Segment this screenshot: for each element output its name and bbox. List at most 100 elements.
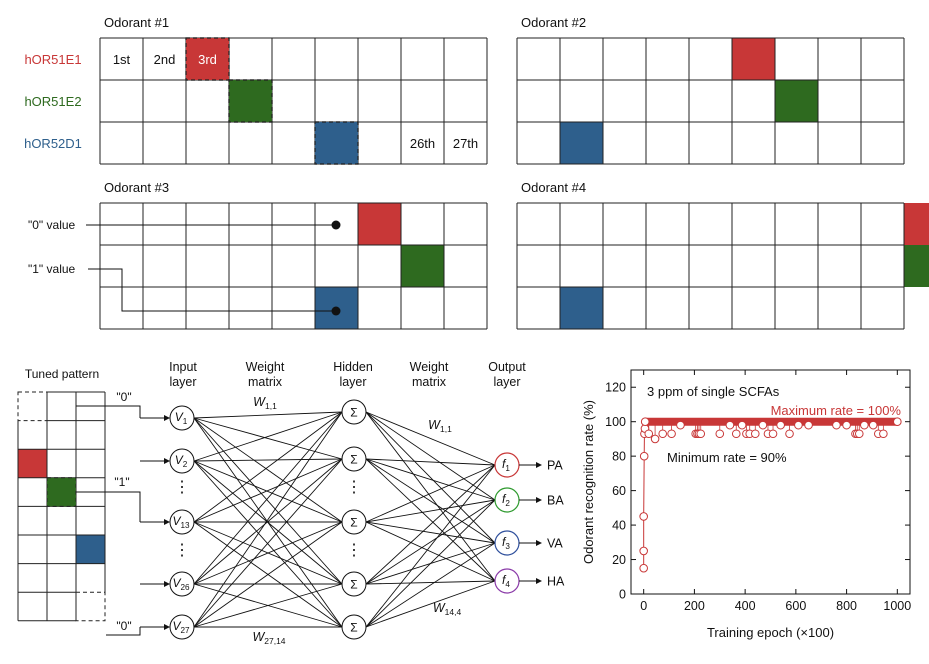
data-point bbox=[650, 434, 660, 444]
input-node-label: V27 bbox=[172, 619, 190, 635]
tuned-zero-top-label: "0" bbox=[116, 390, 131, 404]
x-axis-label: Training epoch (×100) bbox=[707, 625, 834, 640]
output-arrowhead bbox=[536, 497, 542, 503]
one-value-dot bbox=[331, 306, 341, 316]
output-arrowhead bbox=[536, 578, 542, 584]
tuned-one-label: "1" bbox=[114, 475, 129, 489]
input-layer-header-line2: layer bbox=[169, 375, 196, 389]
data-point bbox=[785, 429, 794, 439]
weight-edge-input-hidden bbox=[193, 458, 343, 523]
odorant-grid-4: Odorant #4 bbox=[516, 180, 929, 330]
tuned-first-dashed bbox=[17, 391, 48, 422]
data-point bbox=[667, 429, 676, 439]
weight-label-w2714: W27,14 bbox=[252, 630, 285, 646]
weight-edge-hidden-output bbox=[365, 580, 496, 628]
hidden-node bbox=[341, 446, 367, 472]
output-label-ha: HA bbox=[547, 575, 565, 589]
hidden-layer-header-line1: Hidden bbox=[333, 360, 373, 374]
odorant-title: Odorant #2 bbox=[521, 15, 586, 30]
weight-edge-input-hidden bbox=[193, 417, 343, 523]
tuned-pattern-title: Tuned pattern bbox=[25, 367, 99, 381]
data-point bbox=[658, 429, 668, 439]
hidden-node bbox=[341, 509, 367, 535]
input-node bbox=[169, 448, 195, 474]
one-value-label: "1" value bbox=[28, 262, 76, 276]
active-cell-outline bbox=[185, 37, 230, 81]
odorant-grid-2: Odorant #2 bbox=[516, 15, 905, 165]
ellipsis-dots: ⋮ bbox=[174, 542, 190, 559]
y-tick-label: 60 bbox=[612, 484, 626, 498]
receptor-label-hor52d1: hOR52D1 bbox=[24, 136, 82, 151]
tuned-connector-zero-bottom bbox=[106, 627, 141, 636]
hidden-node-symbol: Σ bbox=[350, 621, 357, 635]
x-tick-label: 400 bbox=[735, 599, 756, 613]
input-arrowhead bbox=[164, 458, 170, 464]
output-node-label: f4 bbox=[502, 573, 510, 589]
weight-edge-hidden-output bbox=[365, 499, 496, 523]
active-cell-hor51e2 bbox=[775, 80, 818, 122]
hidden-node-symbol: Σ bbox=[350, 516, 357, 530]
y-tick-label: 0 bbox=[619, 588, 626, 602]
weight-matrix-header-left-line2: matrix bbox=[248, 375, 283, 389]
weight-edge-input-hidden bbox=[193, 411, 343, 585]
y-tick-label: 100 bbox=[605, 415, 626, 429]
data-point bbox=[750, 429, 760, 439]
hidden-node bbox=[341, 614, 367, 640]
tuned-zero-bottom-label: "0" bbox=[116, 619, 131, 633]
active-cell-hor51e1 bbox=[904, 203, 929, 245]
input-node bbox=[169, 405, 195, 431]
weight-edge-input-hidden bbox=[193, 460, 343, 628]
receptor-labels: hOR51E1 hOR51E2 hOR52D1 bbox=[24, 52, 82, 151]
y-tick-label: 120 bbox=[605, 381, 626, 395]
output-layer-header-line2: layer bbox=[493, 375, 520, 389]
y-tick-label: 80 bbox=[612, 450, 626, 464]
hidden-node-symbol: Σ bbox=[350, 406, 357, 420]
weight-edge-input-hidden bbox=[193, 521, 343, 585]
active-cell-hor51e2 bbox=[904, 245, 929, 287]
x-tick-label: 0 bbox=[640, 599, 647, 613]
hidden-node-symbol: Σ bbox=[350, 453, 357, 467]
y-tick-label: 40 bbox=[612, 519, 626, 533]
condition-annotation: 3 ppm of single SCFAs bbox=[647, 384, 780, 399]
tuned-cell bbox=[18, 449, 47, 478]
connections bbox=[193, 411, 496, 628]
weight-edge-hidden-output bbox=[365, 458, 496, 466]
tuned-last-dashed bbox=[75, 591, 106, 622]
odorant-grid-1: Odorant #1 1st 2nd 3rd 26th 27th bbox=[99, 15, 488, 165]
y-axis-label: Odorant recognition rate (%) bbox=[581, 400, 596, 564]
x-tick-label: 1000 bbox=[883, 599, 911, 613]
ellipsis-dots: ⋮ bbox=[174, 479, 190, 496]
zero-value-dot bbox=[331, 220, 341, 230]
weight-matrix-header-left-line1: Weight bbox=[246, 360, 285, 374]
output-label-va: VA bbox=[547, 537, 563, 551]
weight-edge-input-hidden bbox=[193, 411, 343, 628]
weight-edge-hidden-output bbox=[365, 411, 496, 466]
data-point bbox=[842, 420, 851, 430]
weight-edge-hidden-output bbox=[365, 542, 496, 628]
neural-network-diagram: Tuned pattern InputlayerWeightmatrixHidde… bbox=[17, 360, 565, 646]
hidden-node bbox=[341, 399, 367, 425]
odorant-grids: Odorant #1 1st 2nd 3rd 26th 27th Odorant #2 Odo… bbox=[28, 15, 929, 330]
active-cell-hor52d1 bbox=[560, 122, 603, 164]
output-label-pa: PA bbox=[547, 459, 563, 473]
weight-edge-hidden-output bbox=[365, 464, 496, 585]
cell-label-2nd: 2nd bbox=[154, 52, 176, 67]
weight-edge-input-hidden bbox=[193, 411, 343, 419]
receptor-label-hor51e2: hOR51E2 bbox=[24, 94, 81, 109]
input-node-label: V26 bbox=[172, 576, 190, 592]
odorant-title: Odorant #4 bbox=[521, 180, 586, 195]
data-point bbox=[893, 417, 902, 426]
input-arrowhead bbox=[164, 581, 170, 587]
cell-label-26th: 26th bbox=[410, 136, 435, 151]
recognition-chart: 0 200 400 600 800 1000 0 20 40 60 80 100 120 Training… bbox=[581, 369, 911, 640]
data-point bbox=[879, 429, 888, 439]
weight-edge-input-hidden bbox=[193, 458, 343, 585]
weight-edge-input-hidden bbox=[193, 411, 343, 462]
tuned-pattern-grid bbox=[17, 391, 106, 622]
data-point bbox=[758, 420, 768, 430]
output-label-ba: BA bbox=[547, 494, 564, 508]
cell-label-1st: 1st bbox=[113, 52, 131, 67]
tuned-cell bbox=[76, 535, 105, 564]
weight-edge-hidden-output bbox=[365, 499, 496, 628]
